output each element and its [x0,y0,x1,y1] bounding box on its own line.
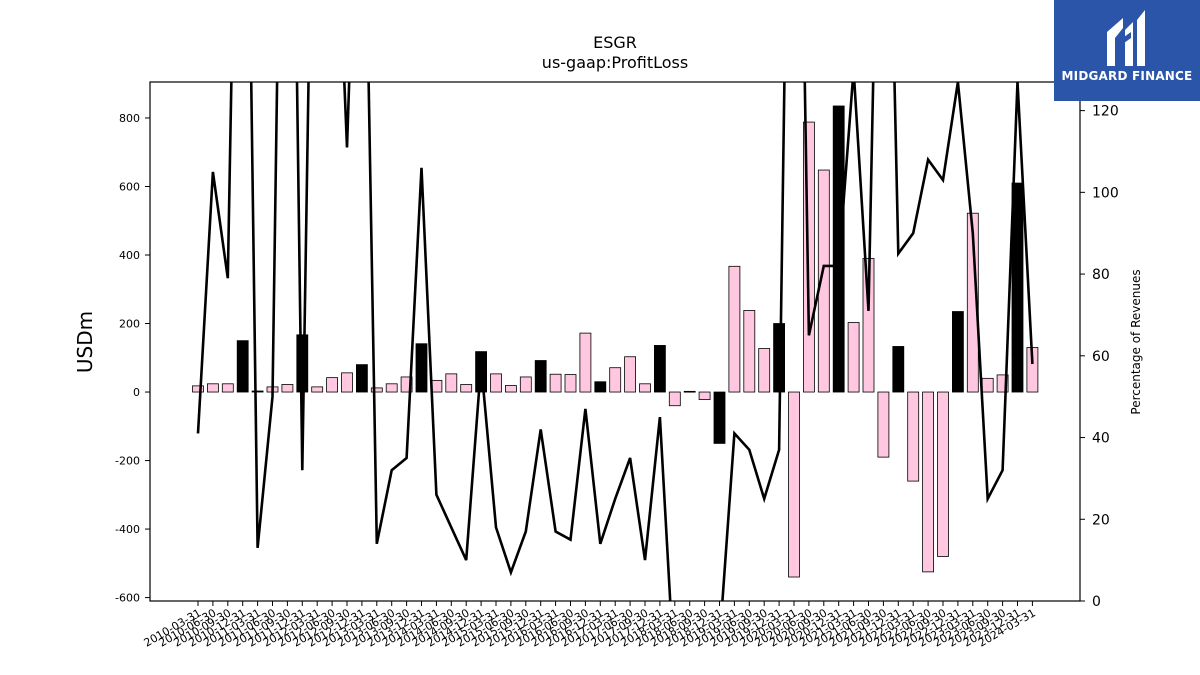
bar-2013-03-31 [370,387,383,393]
bar-2012-12-31 [355,364,368,393]
bar-2023-06-30 [981,377,994,393]
bar-2014-06-30 [445,373,458,393]
y-tick-label: 600 [119,180,140,193]
bar-2023-12-31 [1011,182,1024,393]
bar-2016-06-30 [564,374,577,393]
y-tick-label: 0 [133,386,140,399]
y-tick-label: -200 [115,455,140,468]
bar-2022-09-30 [937,391,949,557]
bar-2013-09-30 [400,376,413,393]
bar-2011-09-30 [281,384,294,393]
bar-2016-03-31 [549,373,562,393]
bar-2012-09-30 [341,372,353,393]
bar-2022-03-31 [907,391,920,482]
bar-2012-03-31 [311,386,324,393]
y2-tick-label: 20 [1092,512,1110,528]
bar-2018-06-30 [683,390,696,393]
bar-2013-12-31 [415,343,428,393]
y2-tick-label: 100 [1092,185,1119,201]
y2-tick-label: 60 [1092,349,1110,365]
bar-2022-06-30 [922,391,934,573]
bar-2018-12-31 [713,391,726,444]
bar-2013-06-30 [385,383,398,393]
y-tick-label: -600 [115,592,140,605]
bar-2018-03-31 [668,391,681,407]
y2-tick-label: 40 [1092,431,1110,447]
axes-group: -600 -400 -200 0 200 400 600 800 0 20 40 60 80 100 120… [115,104,1119,650]
pct-of-revenues-line [196,82,1034,601]
bar-2010-12-31 [236,340,249,393]
bar-2016-12-31 [594,381,607,393]
y2-axis-label: Percentage of Revenues [1129,269,1143,414]
bar-2010-06-30 [206,383,219,393]
bars-group [192,105,1039,578]
y2-tick-label: 120 [1092,104,1119,120]
bar-2023-09-30 [996,374,1009,393]
y2-tick-label: 0 [1092,594,1101,610]
bar-2015-06-30 [504,385,517,393]
bar-2014-09-30 [460,384,473,393]
plot-frame [149,81,1081,602]
bar-2021-03-31 [847,322,860,393]
bar-2015-12-31 [534,360,547,393]
bar-2019-09-30 [758,348,771,393]
bar-2017-06-30 [624,356,636,393]
bar-2021-09-30 [877,391,890,458]
bar-2017-09-30 [639,383,651,393]
y-axis-label: USDm [73,311,97,373]
y-tick-label: 200 [119,318,140,331]
brand-logo: MIDGARD FINANCE [1054,0,1200,101]
logo-text: MIDGARD FINANCE [1061,69,1193,83]
bar-2010-09-30 [221,383,234,393]
bar-2020-03-31 [788,391,800,578]
bar-2019-03-31 [728,265,741,393]
y-tick-label: 800 [119,112,140,125]
bar-2016-09-30 [579,332,592,393]
bar-2017-03-31 [609,367,622,393]
bar-2022-12-31 [952,311,964,393]
bar-2020-09-30 [817,169,830,393]
y2-tick-label: 80 [1092,267,1110,283]
chart-subtitle: us-gaap:ProfitLoss [542,53,688,72]
bar-2011-03-31 [251,390,264,393]
bar-2019-06-30 [743,310,756,393]
pct-line-group [196,82,1034,601]
bar-2012-06-30 [326,377,339,393]
bar-2015-09-30 [519,376,532,393]
y-tick-label: 400 [119,249,140,262]
bar-2023-03-31 [966,212,979,393]
bar-2015-03-31 [490,373,502,393]
y-tick-label: -400 [115,523,140,536]
bar-2017-12-31 [654,345,666,393]
bar-2018-09-30 [698,391,711,400]
chart-title: ESGR [593,33,637,52]
bar-2021-12-31 [892,346,905,393]
midgard-logo-icon [1107,10,1145,66]
bar-2010-03-31 [192,385,204,393]
